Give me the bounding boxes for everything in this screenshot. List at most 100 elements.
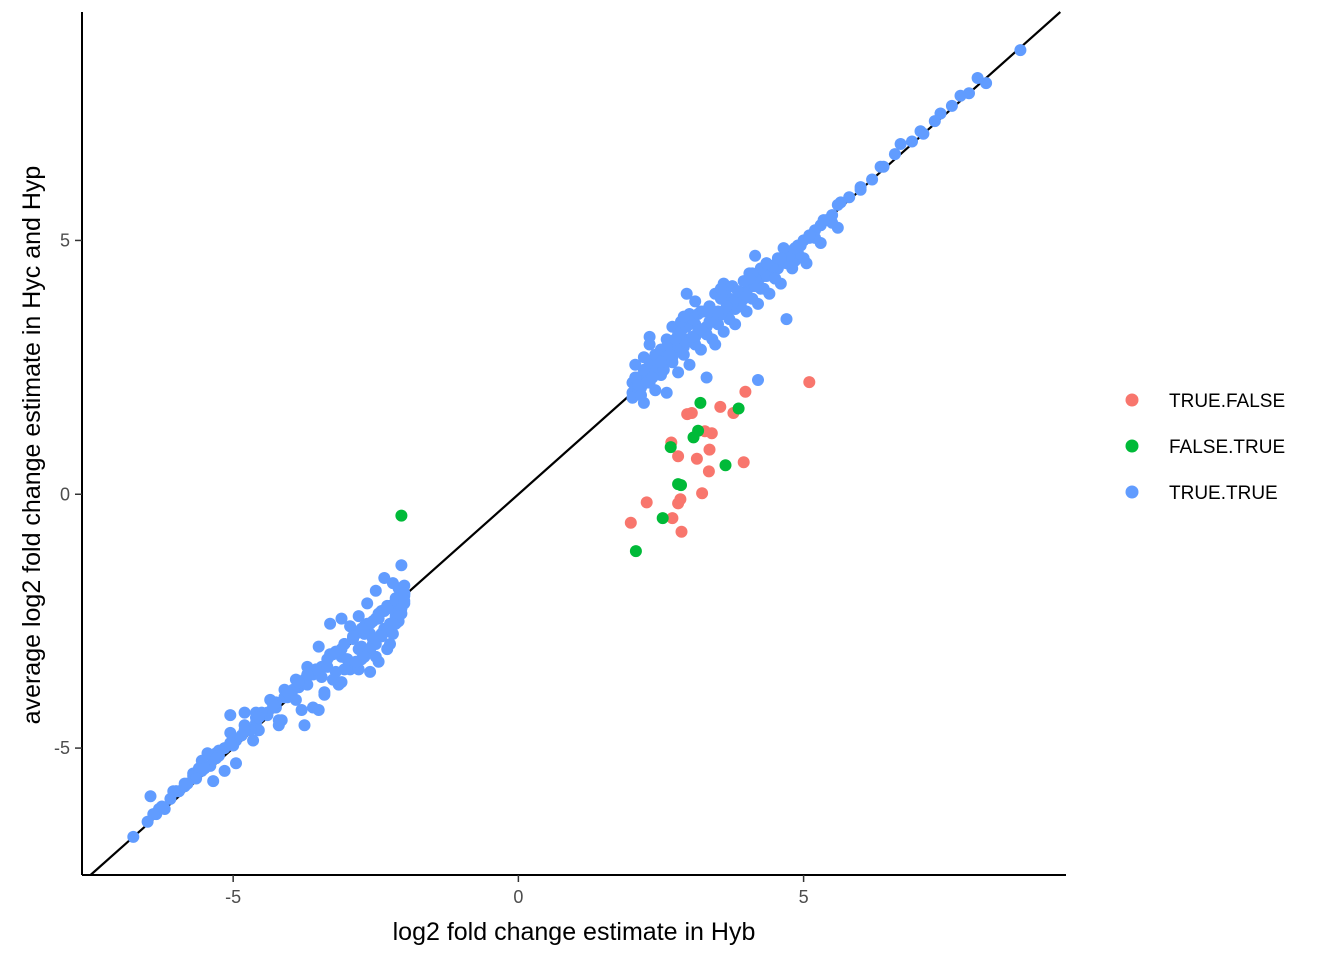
- point-true-true: [198, 762, 211, 775]
- point-true-true: [324, 617, 337, 630]
- point-true-true: [834, 196, 847, 209]
- point-true-true: [866, 173, 879, 186]
- point-false-true: [675, 479, 687, 492]
- point-false-true: [719, 459, 732, 472]
- point-true-true: [672, 366, 685, 379]
- point-true-true: [934, 107, 947, 120]
- point-true-true: [361, 597, 374, 610]
- point-true-true: [677, 310, 690, 323]
- point-true-true: [954, 89, 967, 102]
- point-true-true: [749, 249, 762, 262]
- point-true-true: [335, 676, 348, 689]
- point-true-true: [329, 645, 342, 658]
- point-true-true: [1014, 44, 1027, 57]
- point-true-true: [752, 374, 764, 386]
- point-true-true: [660, 386, 673, 399]
- point-true-false: [674, 493, 687, 506]
- point-true-false: [714, 400, 727, 413]
- y-tick-label: 5: [60, 230, 70, 250]
- point-true-true: [230, 757, 242, 770]
- point-false-true: [395, 509, 408, 522]
- point-true-true: [224, 737, 237, 749]
- point-true-true: [321, 653, 334, 666]
- legend-key-false-true: [1125, 439, 1139, 453]
- point-true-true: [714, 282, 727, 295]
- point-true-true: [272, 714, 285, 727]
- point-true-true: [289, 693, 302, 706]
- point-true-true: [854, 181, 867, 194]
- point-true-true: [347, 630, 359, 643]
- point-true-true: [971, 72, 984, 84]
- point-true-true: [312, 640, 325, 653]
- point-true-true: [378, 572, 391, 584]
- point-false-true: [664, 441, 677, 454]
- point-true-true: [635, 389, 647, 402]
- point-true-true: [155, 800, 168, 813]
- point-true-true: [238, 724, 251, 737]
- point-true-true: [344, 620, 357, 633]
- point-true-true: [252, 711, 265, 724]
- point-true-true: [689, 295, 702, 308]
- point-true-true: [655, 356, 667, 369]
- point-true-true: [906, 135, 918, 148]
- point-false-true: [692, 424, 705, 437]
- point-true-true: [338, 638, 351, 650]
- point-true-true: [740, 290, 753, 303]
- x-tick-label: 0: [513, 887, 523, 907]
- legend-key-true-false: [1125, 393, 1139, 407]
- point-true-true: [874, 160, 887, 173]
- point-true-true: [683, 358, 696, 371]
- point-true-true: [694, 323, 707, 336]
- point-true-true: [210, 752, 223, 765]
- point-true-true: [298, 719, 311, 732]
- point-false-true: [629, 545, 642, 558]
- point-true-true: [144, 790, 157, 803]
- point-true-true: [224, 726, 237, 739]
- point-true-true: [395, 559, 408, 572]
- point-true-true: [743, 272, 756, 285]
- x-tick-label: -5: [225, 887, 241, 907]
- point-true-false: [624, 516, 637, 529]
- point-true-false: [685, 407, 698, 419]
- point-true-false: [672, 450, 685, 463]
- point-true-true: [643, 330, 656, 343]
- point-true-true: [712, 305, 724, 318]
- legend: TRUE.FALSE FALSE.TRUE TRUE.TRUE: [1125, 391, 1285, 504]
- x-tick-label: 5: [799, 887, 809, 907]
- point-true-true: [703, 305, 716, 318]
- point-true-true: [780, 313, 793, 326]
- point-true-true: [700, 371, 713, 384]
- point-true-true: [372, 610, 385, 623]
- point-true-true: [295, 704, 308, 716]
- point-true-true: [760, 257, 773, 270]
- point-true-true: [714, 292, 727, 305]
- point-true-true: [709, 338, 722, 351]
- y-axis-title: average log2 fold change estimate in Hyc…: [18, 166, 46, 725]
- point-true-true: [774, 252, 787, 265]
- point-true-true: [127, 830, 140, 843]
- point-true-true: [369, 584, 382, 597]
- point-true-true: [800, 257, 813, 270]
- point-true-true: [181, 777, 194, 790]
- point-true-true: [663, 348, 676, 361]
- point-true-true: [646, 371, 659, 384]
- point-true-false: [690, 452, 703, 465]
- y-tick-label: 0: [60, 484, 70, 504]
- point-true-true: [914, 125, 927, 138]
- point-true-true: [267, 698, 280, 711]
- point-true-true: [141, 815, 154, 828]
- legend-label-true-false: TRUE.FALSE: [1169, 391, 1285, 412]
- point-true-false: [705, 427, 718, 440]
- point-true-true: [945, 99, 958, 112]
- legend-label-true-true: TRUE.TRUE: [1169, 483, 1278, 504]
- point-false-true: [694, 396, 707, 409]
- point-true-true: [381, 602, 394, 615]
- point-true-true: [384, 638, 396, 650]
- point-false-true: [656, 512, 669, 525]
- point-true-true: [312, 704, 325, 716]
- point-true-true: [224, 709, 237, 722]
- point-true-true: [703, 315, 716, 328]
- y-tick-label: -5: [54, 738, 70, 758]
- point-true-false: [696, 487, 709, 500]
- point-true-true: [777, 242, 790, 255]
